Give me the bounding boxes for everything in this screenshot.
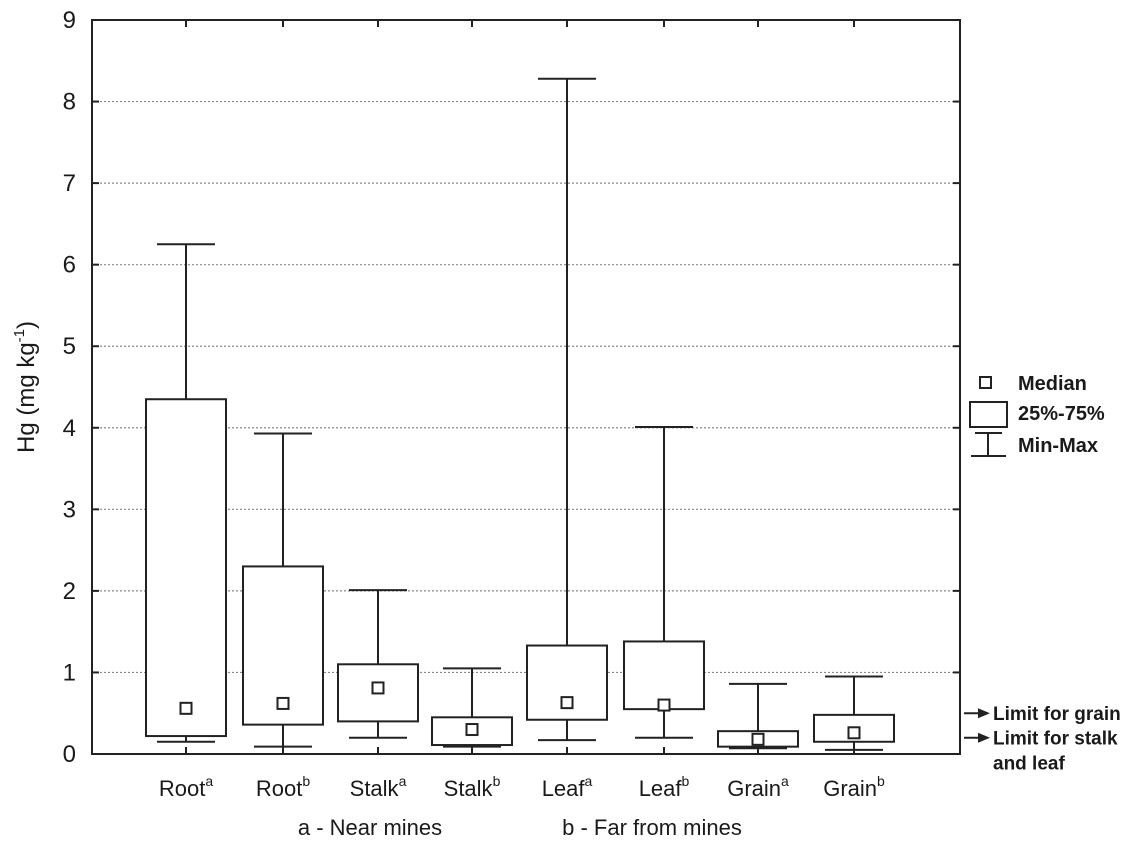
y-tick-label: 2 bbox=[63, 578, 76, 605]
limit-arrow-head bbox=[978, 708, 990, 719]
box-series bbox=[145, 77, 895, 751]
limit-label: Limit for grain bbox=[993, 704, 1121, 725]
legend: Median 25%-75% Min-Max bbox=[969, 373, 1105, 457]
y-tick-label: 7 bbox=[63, 170, 76, 197]
y-tick-label: 5 bbox=[63, 333, 76, 360]
x-category-label: Leafb bbox=[639, 773, 690, 801]
x-category-label: Grainb bbox=[823, 773, 885, 801]
box-stalk-b bbox=[431, 667, 513, 748]
limit-marker-grain: Limit for grain bbox=[964, 704, 1121, 725]
limit-marker-stalk-leaf: Limit for stalk and leaf bbox=[964, 729, 1118, 775]
x-category-label: Stalka bbox=[350, 773, 407, 801]
y-tick-label: 1 bbox=[63, 659, 76, 686]
box-root-b bbox=[242, 432, 324, 748]
y-tick-label: 8 bbox=[63, 89, 76, 116]
median-marker bbox=[657, 698, 671, 712]
x-category-label: Rootb bbox=[256, 773, 310, 801]
median-marker bbox=[465, 723, 479, 737]
legend-whisker-icon bbox=[971, 432, 1006, 457]
box-leaf-b bbox=[623, 425, 705, 739]
median-marker bbox=[751, 732, 765, 746]
y-axis: 0 1 2 3 4 5 6 7 8 9 bbox=[63, 7, 960, 768]
legend-box-icon bbox=[969, 401, 1008, 428]
median-marker bbox=[847, 726, 861, 740]
median-marker bbox=[276, 696, 290, 710]
limit-arrow-head bbox=[978, 732, 990, 743]
box-root-a bbox=[145, 243, 227, 743]
box-grain-b bbox=[813, 675, 895, 751]
y-tick-label: 4 bbox=[63, 415, 76, 442]
box-stalk-a bbox=[337, 589, 419, 739]
legend-median-label: Median bbox=[1018, 373, 1087, 395]
x-category-label: Graina bbox=[727, 773, 789, 801]
grid-lines bbox=[92, 100, 960, 674]
box-grain-a bbox=[717, 682, 799, 750]
limit-annotations: Limit for grain Limit for stalk and leaf bbox=[964, 704, 1121, 775]
iqr-box bbox=[145, 398, 227, 738]
legend-median-icon bbox=[979, 376, 992, 389]
x-category-label: Leafa bbox=[542, 773, 593, 801]
median-marker bbox=[371, 681, 385, 695]
box-leaf-a bbox=[526, 77, 608, 742]
y-tick-label: 3 bbox=[63, 496, 76, 523]
x-axis: Roota Rootb Stalka Stalkb Leafa Leafb Graina Gr… bbox=[159, 20, 885, 801]
legend-box-label: 25%-75% bbox=[1018, 403, 1105, 425]
y-tick-label: 6 bbox=[63, 252, 76, 279]
group-note-near: a - Near mines bbox=[298, 815, 442, 840]
x-category-label: Stalkb bbox=[444, 773, 501, 801]
x-category-label: Roota bbox=[159, 773, 213, 801]
y-tick-label: 0 bbox=[63, 741, 76, 768]
limit-label: Limit for stalk bbox=[993, 729, 1118, 750]
group-note-far: b - Far from mines bbox=[562, 815, 742, 840]
median-marker bbox=[560, 696, 574, 710]
median-marker bbox=[179, 701, 193, 715]
y-axis-label: Hg (mg kg-1) bbox=[11, 321, 40, 453]
legend-whisker-label: Min-Max bbox=[1018, 435, 1098, 457]
limit-label: and leaf bbox=[993, 754, 1065, 775]
y-tick-label: 9 bbox=[63, 7, 76, 34]
plot-area bbox=[91, 19, 961, 755]
